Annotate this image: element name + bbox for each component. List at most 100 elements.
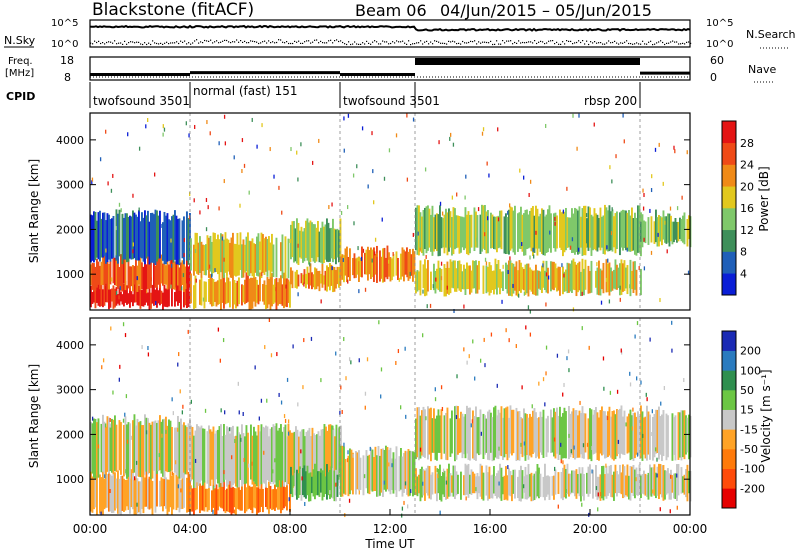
velocity-scatter-point xyxy=(369,446,371,451)
velocity-scatter-point xyxy=(456,374,458,379)
nsearch-point xyxy=(320,40,322,42)
power-scatter-point xyxy=(435,277,437,282)
velocity-scatter-point xyxy=(656,457,658,462)
velocity-scatter-point xyxy=(597,492,599,497)
nsearch-point xyxy=(690,42,692,44)
velocity-scatter-point xyxy=(158,453,160,458)
velocity-cell xyxy=(223,480,225,512)
nsky-right-tick-bottom: 10^0 xyxy=(706,39,733,50)
velocity-scatter-point xyxy=(240,437,242,442)
nsearch-point xyxy=(222,40,224,42)
power-scatter-point xyxy=(488,173,490,178)
power-cell xyxy=(431,205,434,256)
velocity-cell xyxy=(380,448,383,493)
power-cell xyxy=(245,272,248,304)
nsearch-point xyxy=(502,40,504,42)
velocity-cell xyxy=(652,416,654,461)
velocity-scatter-point xyxy=(347,450,349,455)
power-scatter-point xyxy=(664,220,666,225)
power-scatter-point xyxy=(199,210,201,215)
power-scatter-point xyxy=(545,272,548,277)
velocity-scatter-point xyxy=(655,447,657,452)
power-scatter-point xyxy=(110,277,113,282)
power-cell xyxy=(123,283,125,307)
velocity-cell xyxy=(163,471,166,507)
velocity-cell xyxy=(647,472,650,500)
power-cell xyxy=(419,212,422,251)
power-cell xyxy=(529,267,531,290)
power-cell xyxy=(523,269,525,291)
velocity-scatter-point xyxy=(670,474,672,479)
velocity-cell xyxy=(569,473,572,495)
power-scatter-point xyxy=(533,254,535,259)
velocity-cell xyxy=(484,415,486,455)
nsearch-point xyxy=(476,43,478,45)
power-cell xyxy=(526,263,528,294)
power-scatter-point xyxy=(629,284,631,289)
power-scatter-point xyxy=(119,286,121,291)
velocity-scatter-point xyxy=(278,392,280,397)
velocity-cell xyxy=(544,463,546,501)
velocity-cell xyxy=(674,415,677,461)
velocity-cell xyxy=(505,407,507,455)
nsearch-point xyxy=(550,40,552,42)
power-cell xyxy=(434,270,437,294)
power-cell xyxy=(581,258,584,292)
velocity-cell xyxy=(166,479,169,515)
nsearch-point xyxy=(624,41,626,43)
nsearch-point xyxy=(652,44,654,46)
power-cell xyxy=(523,213,525,256)
nsearch-point xyxy=(170,42,172,44)
velocity-cell xyxy=(229,478,231,513)
power-cell xyxy=(464,268,467,295)
velocity-scatter-point xyxy=(280,400,283,405)
time-tick-label: 04:00 xyxy=(173,522,208,536)
velocity-cell xyxy=(575,469,578,499)
power-scatter-point xyxy=(195,278,197,283)
power-cell xyxy=(105,283,107,303)
velocity-scatter-point xyxy=(204,408,207,413)
velocity-cell xyxy=(326,464,328,500)
power-cell xyxy=(587,265,590,294)
power-cell xyxy=(529,210,531,248)
power-scatter-point xyxy=(643,193,645,198)
power-cell xyxy=(232,275,234,309)
nsearch-point xyxy=(218,42,220,44)
power-cell xyxy=(154,209,157,265)
power-cell xyxy=(446,212,449,256)
power-scatter-point xyxy=(578,113,580,118)
velocity-scatter-point xyxy=(181,410,184,415)
power-scatter-point xyxy=(206,120,208,125)
power-scatter-point xyxy=(155,301,157,306)
power-cell xyxy=(413,251,416,275)
power-scatter-point xyxy=(657,232,659,237)
velocity-cell xyxy=(215,430,218,480)
power-cell xyxy=(566,217,569,248)
velocity-cell xyxy=(442,472,444,495)
power-cell xyxy=(625,267,627,289)
power-cell xyxy=(451,217,453,256)
power-scatter-point xyxy=(243,163,246,168)
power-scatter-point xyxy=(138,207,140,212)
power-cell xyxy=(308,222,310,265)
velocity-colorbar-tick-label: 100 xyxy=(740,364,761,377)
nsearch-point xyxy=(266,42,268,44)
velocity-cell xyxy=(413,452,416,496)
velocity-scatter-point xyxy=(544,402,546,407)
velocity-cell xyxy=(583,413,585,459)
nsearch-point xyxy=(216,40,218,42)
power-cell xyxy=(211,278,213,307)
velocity-scatter-point xyxy=(521,385,523,390)
velocity-cell xyxy=(521,470,524,499)
velocity-cell xyxy=(527,417,530,460)
velocity-scatter-point xyxy=(174,460,177,465)
velocity-scatter-point xyxy=(470,423,472,428)
velocity-scatter-point xyxy=(591,469,593,474)
power-cell xyxy=(574,207,576,255)
power-cell xyxy=(451,261,453,288)
velocity-cell xyxy=(206,431,209,484)
velocity-cell xyxy=(200,485,203,511)
velocity-cell xyxy=(365,450,368,489)
velocity-cell xyxy=(283,484,285,509)
velocity-cell xyxy=(491,474,494,499)
